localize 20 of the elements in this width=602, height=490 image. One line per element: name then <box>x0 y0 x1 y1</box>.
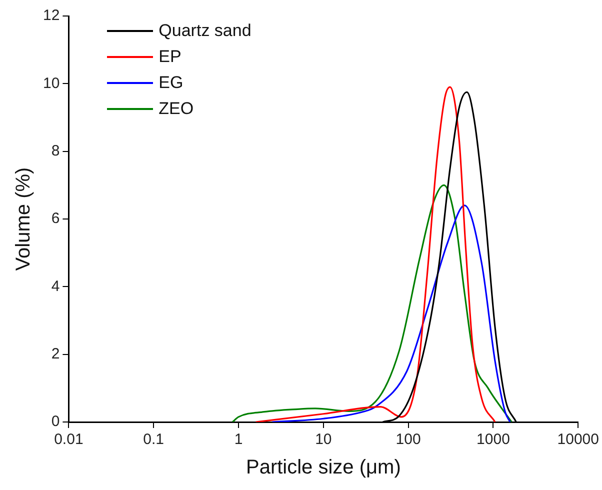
legend-label: ZEO <box>158 99 194 119</box>
y-tick-label: 12 <box>42 7 60 24</box>
x-tick-label: 100 <box>396 431 421 448</box>
legend-label: Quartz sand <box>158 21 252 41</box>
x-tick-label: 10 <box>315 431 332 448</box>
x-tick-label: 0.1 <box>143 431 164 448</box>
x-tick-label: 1000 <box>476 431 510 448</box>
y-tick-label: 8 <box>51 142 60 160</box>
y-tick-label: 10 <box>42 74 60 92</box>
y-axis-title: Volume (%) <box>12 167 35 271</box>
legend-label: EP <box>158 47 182 67</box>
y-tick-label: 2 <box>51 345 60 362</box>
x-tick-label: 1 <box>234 431 243 448</box>
y-tick-label: 0 <box>51 413 60 430</box>
x-tick-label: 10000 <box>557 431 600 448</box>
legend-label: EG <box>158 73 184 93</box>
y-tick-label: 4 <box>51 278 60 295</box>
y-tick-label: 6 <box>51 210 60 228</box>
x-axis-title: Particle size (μm) <box>246 456 401 479</box>
x-tick-label: 0.01 <box>54 431 84 448</box>
